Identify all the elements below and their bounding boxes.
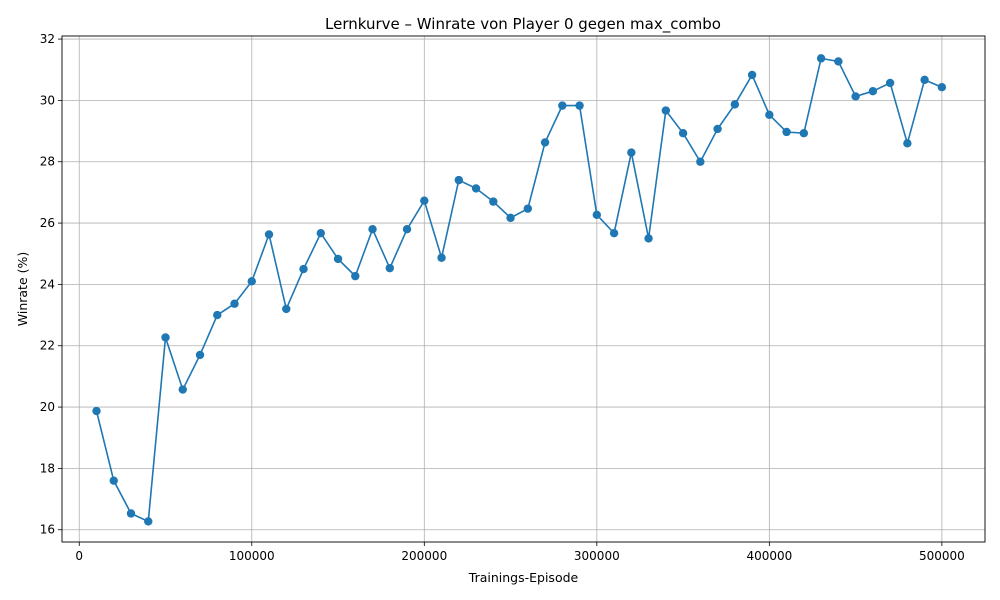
data-point: [644, 234, 653, 243]
x-tick-label: 300000: [574, 549, 620, 563]
data-point: [747, 70, 757, 80]
data-point: [402, 225, 412, 234]
data-point: [109, 476, 118, 485]
data-point: [368, 225, 377, 234]
x-tick-label: 500000: [919, 549, 965, 563]
data-point: [144, 517, 153, 526]
grid: [62, 36, 985, 542]
y-axis-label: Winrate (%): [15, 252, 30, 326]
data-point: [247, 277, 256, 286]
data-point: [558, 101, 567, 110]
data-point: [540, 138, 550, 147]
data-point: [316, 228, 325, 238]
y-tick-label: 32: [40, 32, 55, 46]
data-point: [351, 271, 360, 281]
data-point: [868, 87, 878, 96]
y-tick-label: 22: [40, 339, 55, 353]
x-tick-label: 0: [75, 549, 83, 563]
data-point: [385, 263, 394, 273]
data-point: [437, 253, 446, 262]
data-point: [299, 264, 308, 274]
data-point: [92, 406, 101, 416]
data-point: [696, 157, 705, 166]
data-point: [264, 230, 274, 239]
data-point: [420, 196, 429, 205]
data-point: [178, 385, 187, 394]
x-tick-label: 200000: [401, 549, 447, 563]
plot-frame: [61, 35, 986, 543]
chart-title: Lernkurve – Winrate von Player 0 gegen m…: [325, 15, 721, 34]
x-axis-ticks: 0 100000 200000 300000 400000 500000: [75, 542, 965, 563]
x-tick-label: 100000: [229, 549, 275, 563]
data-point: [903, 139, 912, 148]
data-point: [765, 110, 774, 120]
data-point: [506, 213, 515, 223]
data-point: [454, 175, 464, 185]
data-point: [592, 210, 602, 219]
data-point: [627, 148, 636, 157]
data-point: [230, 299, 239, 308]
y-tick-label: 26: [40, 216, 55, 230]
data-point: [333, 254, 343, 264]
y-tick-label: 30: [40, 93, 55, 107]
data-point: [937, 83, 947, 92]
data-point: [213, 310, 222, 320]
x-axis-label: Trainings-Episode: [468, 570, 579, 585]
data-point: [661, 106, 671, 115]
data-point: [471, 184, 481, 193]
data-point: [713, 124, 722, 134]
y-tick-label: 20: [40, 400, 55, 414]
data-point: [523, 204, 533, 213]
data-point: [885, 78, 895, 88]
data-point: [609, 228, 619, 238]
data-point: [851, 92, 860, 101]
data-point: [816, 54, 826, 63]
data-point: [834, 57, 843, 66]
data-point: [730, 100, 740, 109]
data-point: [575, 101, 584, 110]
data-point: [489, 197, 498, 206]
data-point: [161, 333, 170, 342]
data-point: [126, 509, 136, 518]
data-point: [678, 129, 688, 138]
data-point: [195, 350, 205, 360]
x-tick-label: 400000: [746, 549, 792, 563]
data-point: [799, 129, 809, 138]
y-tick-label: 28: [40, 155, 55, 169]
data-points: [92, 54, 947, 526]
data-point: [920, 75, 929, 85]
y-axis-ticks: 16 18 20 22 24 26 28 30 32: [40, 32, 62, 537]
y-tick-label: 18: [40, 461, 55, 475]
data-point: [282, 304, 291, 314]
y-tick-label: 16: [40, 523, 55, 537]
y-tick-label: 24: [40, 277, 55, 291]
data-point: [782, 127, 791, 137]
